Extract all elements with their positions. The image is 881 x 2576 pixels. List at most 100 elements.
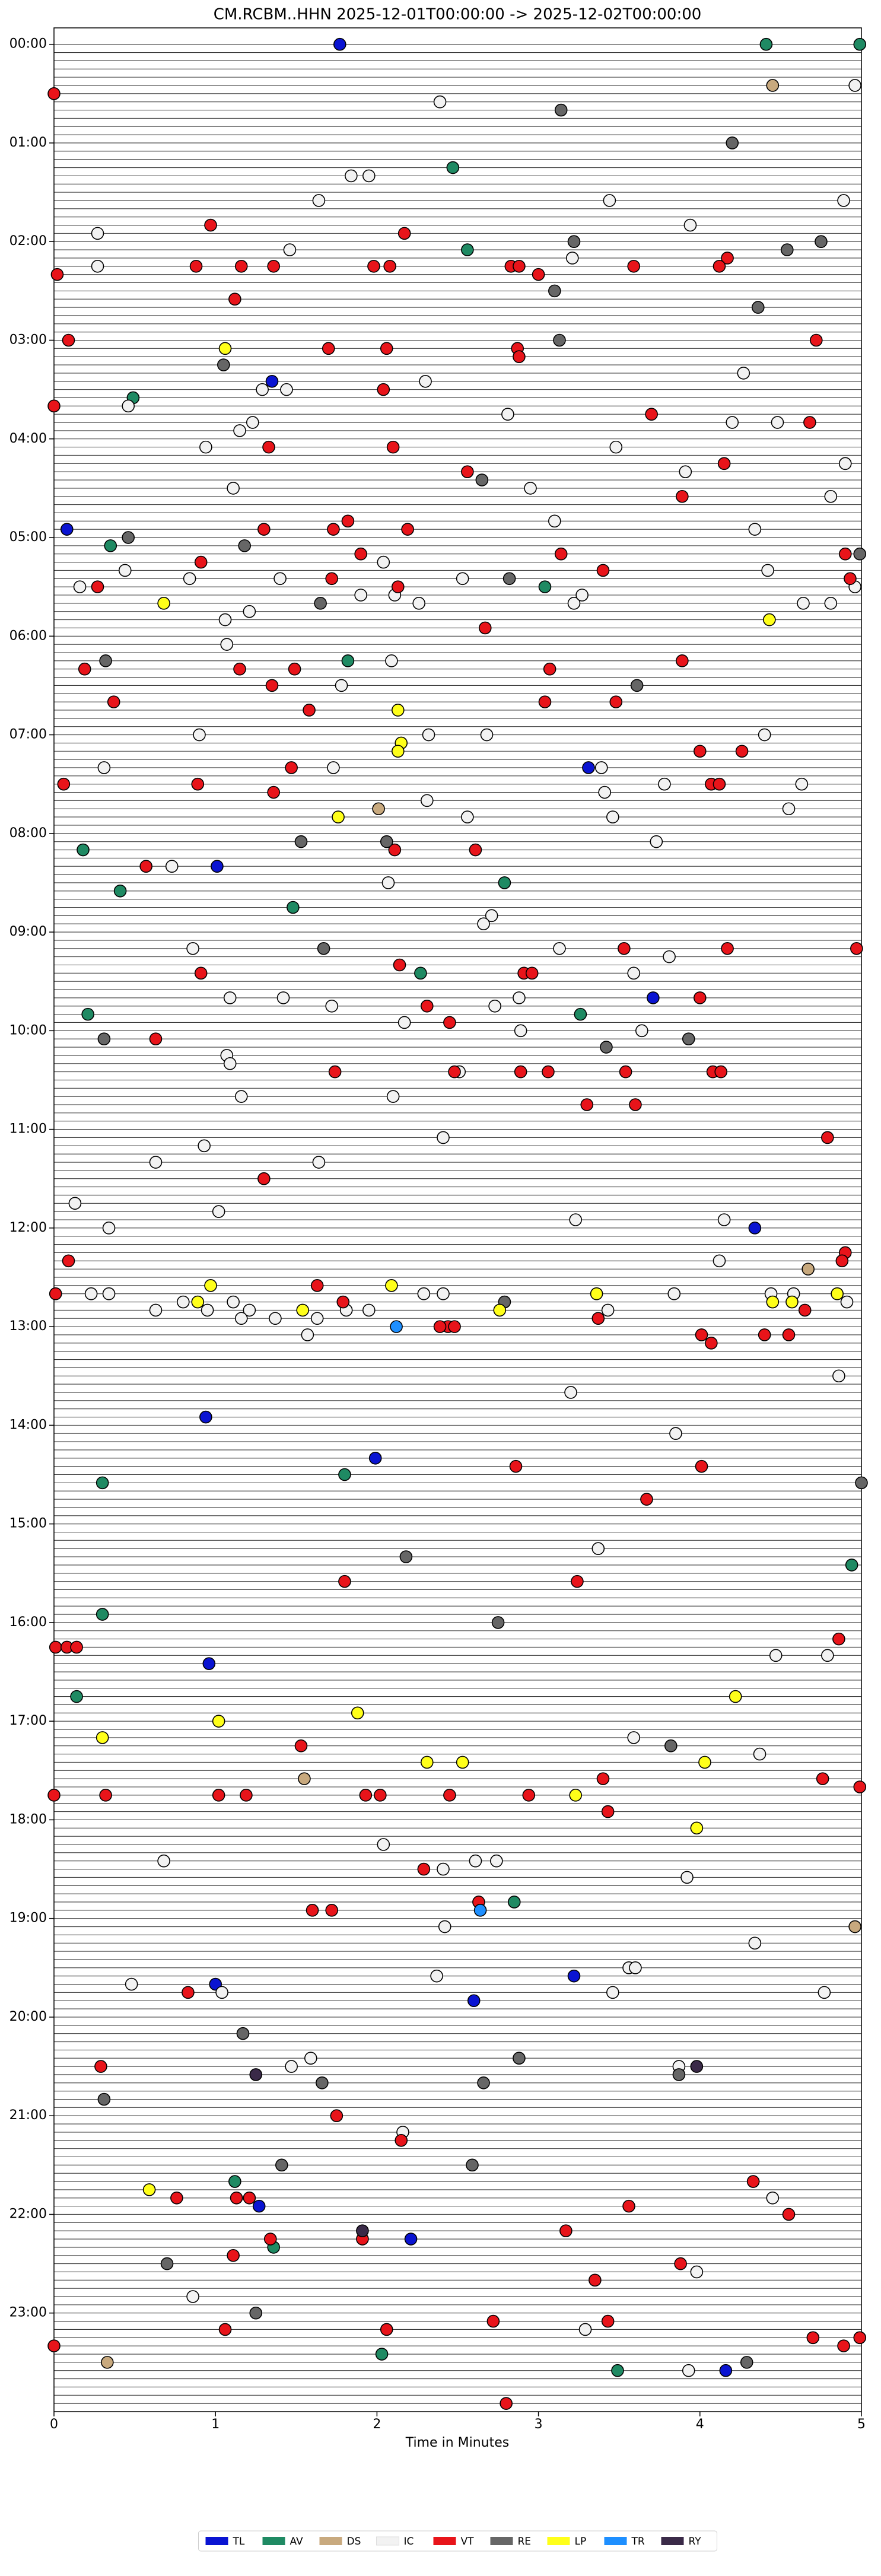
event-marker (735, 745, 749, 758)
event-marker (102, 1222, 116, 1235)
event-marker (96, 1476, 109, 1490)
event-marker (853, 1780, 867, 1793)
x-tick-label: 3 (535, 2417, 543, 2432)
event-marker (273, 572, 287, 586)
event-marker (629, 1961, 642, 1974)
event-marker (430, 1969, 443, 1983)
event-marker (456, 572, 469, 586)
event-marker (422, 728, 435, 742)
y-tick-label: 17:00 (9, 1713, 47, 1728)
event-marker (351, 1706, 364, 1720)
event-marker (480, 728, 494, 742)
event-marker (262, 440, 275, 454)
event-marker (690, 2060, 704, 2073)
event-marker (680, 1871, 694, 1884)
event-marker (717, 1213, 731, 1226)
event-marker (287, 901, 300, 914)
event-marker (322, 342, 335, 355)
event-marker (650, 835, 663, 848)
event-marker (564, 1386, 577, 1399)
event-marker (243, 605, 256, 618)
event-marker (215, 1986, 228, 1999)
event-marker (491, 1616, 505, 1629)
y-tick-label: 15:00 (9, 1516, 47, 1531)
event-marker (359, 1789, 373, 1802)
event-marker (466, 2158, 479, 2172)
event-marker (748, 1936, 762, 1950)
event-marker (223, 991, 237, 1004)
event-marker (645, 408, 658, 421)
event-marker (420, 1756, 434, 1769)
y-tick-label: 01:00 (9, 135, 47, 150)
event-marker (538, 695, 552, 708)
event-marker (338, 1468, 351, 1481)
event-marker (567, 597, 581, 610)
event-marker (199, 1410, 212, 1424)
event-marker (243, 1303, 256, 1317)
event-marker (280, 383, 293, 396)
y-tick-label: 12:00 (9, 1220, 47, 1235)
legend-swatch (262, 2537, 285, 2545)
event-marker (310, 1312, 324, 1325)
event-marker (391, 704, 405, 717)
event-marker (356, 2224, 369, 2237)
event-marker (68, 1197, 82, 1210)
y-tick-label: 00:00 (9, 37, 47, 52)
event-marker (488, 999, 501, 1013)
event-marker (542, 1065, 555, 1079)
event-marker (113, 884, 127, 898)
event-marker (835, 1254, 849, 1268)
event-marker (276, 991, 290, 1004)
event-marker (125, 1977, 138, 1991)
event-marker (567, 235, 581, 249)
event-marker (485, 909, 498, 923)
event-marker (201, 1303, 214, 1317)
event-marker (50, 268, 64, 281)
event-marker (220, 638, 234, 651)
event-marker (832, 1369, 845, 1383)
event-marker (509, 1459, 523, 1473)
event-marker (47, 1789, 61, 1802)
event-marker (780, 243, 794, 256)
event-marker (139, 860, 152, 873)
event-marker (753, 1747, 766, 1761)
event-marker (477, 2076, 490, 2090)
event-marker (414, 966, 427, 980)
event-marker (49, 1287, 62, 1300)
event-marker (473, 1904, 487, 1917)
legend-label: LP (575, 2536, 587, 2548)
event-marker (218, 342, 232, 355)
event-marker (149, 1303, 163, 1317)
y-tick-label: 05:00 (9, 530, 47, 545)
event-marker (91, 227, 104, 240)
event-marker (380, 835, 393, 848)
event-marker (611, 2364, 624, 2377)
event-marker (234, 1312, 248, 1325)
event-marker (848, 79, 861, 92)
event-marker (493, 1303, 507, 1317)
event-marker (102, 1287, 116, 1300)
event-marker (461, 465, 474, 478)
event-marker (567, 1969, 581, 1983)
event-marker (853, 37, 867, 51)
event-marker (461, 810, 474, 823)
event-marker (837, 2339, 850, 2352)
event-marker (375, 2348, 389, 2361)
y-tick-label: 06:00 (9, 628, 47, 643)
event-marker (99, 1789, 112, 1802)
event-marker (640, 1493, 653, 1506)
event-marker (96, 1608, 109, 1621)
event-marker (401, 523, 414, 536)
event-marker (341, 654, 355, 667)
event-marker (338, 1575, 351, 1588)
event-marker (183, 572, 196, 586)
legend-swatch (490, 2537, 513, 2545)
event-marker (815, 235, 828, 249)
event-marker (766, 1295, 780, 1309)
event-marker (737, 367, 750, 380)
event-marker (294, 1739, 308, 1753)
event-marker (397, 227, 411, 240)
legend-label: TL (233, 2536, 245, 2548)
event-marker (336, 1295, 350, 1309)
event-marker (198, 1139, 211, 1153)
